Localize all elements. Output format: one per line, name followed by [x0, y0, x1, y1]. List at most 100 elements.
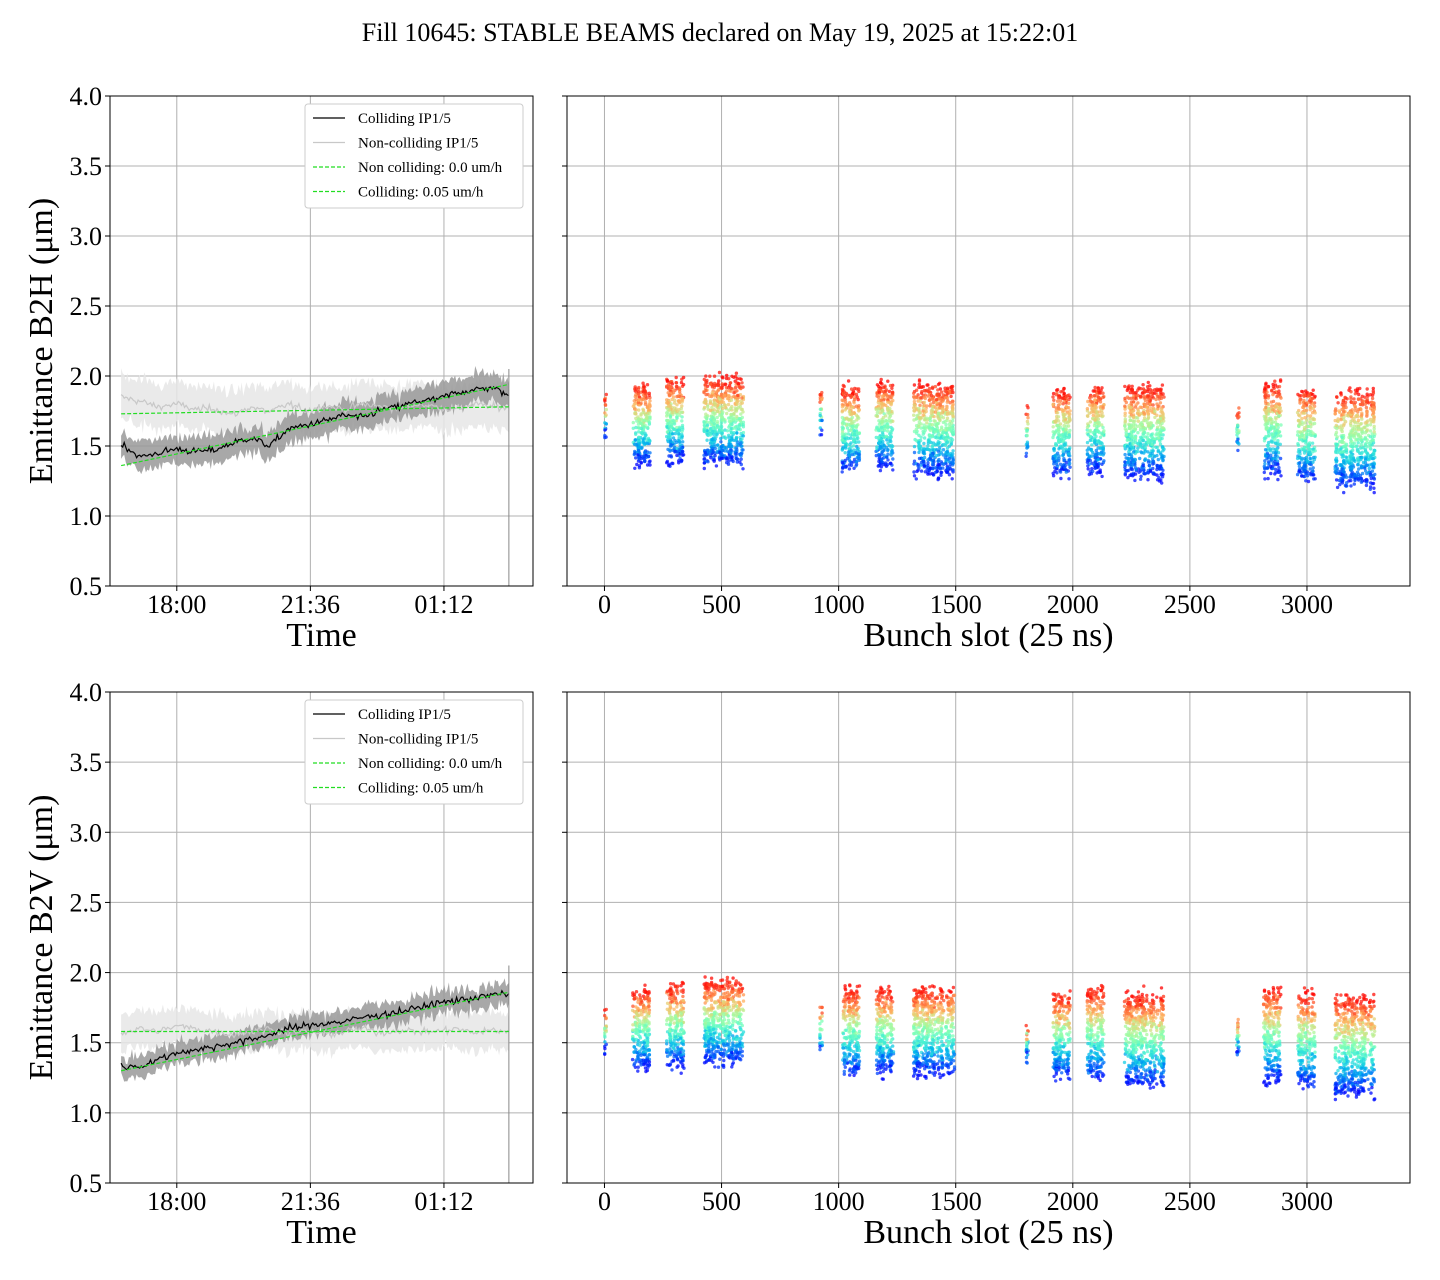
- bunch-point: [674, 384, 679, 389]
- bunch-point: [721, 418, 725, 422]
- bunch-point: [667, 989, 672, 993]
- bunch-point: [842, 422, 847, 426]
- bunch-point: [1263, 462, 1267, 466]
- y-tick-label: 0.5: [70, 572, 103, 601]
- bunch-point: [1335, 395, 1339, 399]
- bunch-point: [1148, 387, 1152, 392]
- bunch-point: [703, 415, 708, 419]
- bunch-point: [1371, 452, 1376, 456]
- bunch-point: [1126, 385, 1130, 389]
- bunch-point: [1131, 458, 1135, 462]
- bunch-point: [679, 446, 684, 450]
- bunch-point: [1350, 466, 1354, 471]
- bunch-point: [680, 410, 684, 414]
- bunch-point: [680, 432, 684, 437]
- bunch-point: [729, 426, 734, 430]
- bunch-point: [1265, 422, 1269, 426]
- bunch-point: [719, 424, 724, 429]
- bunch-point: [634, 990, 639, 994]
- bunch-point: [644, 1069, 648, 1074]
- bunch-point: [1340, 481, 1345, 485]
- bunch-point: [1093, 441, 1097, 445]
- bunch-point: [842, 390, 847, 394]
- bunch-point: [820, 418, 824, 423]
- bunch-point: [854, 440, 858, 445]
- bunch-point: [643, 442, 647, 446]
- bunch-point: [1100, 462, 1104, 466]
- bunch-point: [636, 422, 641, 426]
- bunch-point: [679, 406, 683, 411]
- bunch-point: [1130, 446, 1134, 451]
- bunch-point: [1302, 436, 1307, 440]
- bunch-point: [724, 405, 728, 410]
- bunch-point: [675, 403, 679, 407]
- bunch-point: [917, 378, 922, 382]
- bunch-point: [1055, 411, 1060, 415]
- bunch-point: [666, 421, 671, 426]
- bunch-point: [1263, 459, 1267, 463]
- bunch-point: [641, 381, 645, 385]
- bunch-point: [1058, 422, 1063, 426]
- legend-box: [304, 103, 524, 209]
- bunch-point: [854, 392, 859, 397]
- bunch-point: [1269, 453, 1273, 457]
- bunch-point: [668, 385, 672, 389]
- bunch-point: [671, 432, 675, 436]
- bunch-point: [849, 463, 854, 467]
- bunch-point: [1061, 389, 1065, 393]
- bunch-point: [1059, 476, 1063, 481]
- bunch-point: [1025, 428, 1029, 433]
- bunch-point: [852, 397, 857, 402]
- bunch-point: [1161, 392, 1165, 396]
- bunch-point: [1026, 412, 1030, 417]
- bunch-point: [1340, 467, 1344, 471]
- bunch-point: [924, 409, 928, 414]
- bunch-point: [1271, 392, 1275, 397]
- bunch-point: [1155, 463, 1159, 468]
- bunch-point: [917, 433, 921, 437]
- bunch-point: [928, 440, 932, 444]
- fit-line-non-colliding: [121, 406, 509, 415]
- bunch-point: [912, 391, 916, 395]
- bunch-point: [636, 1069, 640, 1073]
- bunch-point: [702, 377, 706, 382]
- bunch-point: [1365, 428, 1370, 432]
- bunch-point: [1088, 438, 1093, 443]
- bunch-point: [1131, 400, 1136, 404]
- bunch-point: [1124, 400, 1129, 405]
- bunch-point: [674, 440, 679, 445]
- bunch-point: [637, 426, 642, 430]
- bunch-point: [881, 439, 885, 444]
- bunch-point: [647, 997, 651, 1002]
- bunch-point: [631, 1004, 635, 1008]
- bunch-point: [672, 401, 677, 405]
- bunch-point: [647, 411, 651, 416]
- bunch-point: [669, 455, 674, 459]
- bunch-point: [665, 378, 670, 383]
- bunch-point: [604, 422, 608, 426]
- bunch-point: [634, 397, 638, 402]
- bunch-point: [644, 1049, 648, 1054]
- bunch-point: [729, 430, 734, 435]
- bunch-point: [1313, 434, 1317, 438]
- bunch-point: [1143, 446, 1148, 450]
- bunch-point: [1351, 448, 1355, 452]
- axes-frame: [109, 95, 534, 587]
- bunch-point: [634, 408, 638, 412]
- bunch-point: [847, 467, 852, 471]
- bunch-point: [886, 406, 890, 410]
- bunch-point: [1340, 439, 1344, 444]
- bunch-point: [1139, 411, 1143, 416]
- bunch-point: [1139, 394, 1143, 399]
- bunch-point: [1349, 395, 1353, 399]
- bunch-point: [818, 400, 822, 404]
- bunch-point: [1342, 422, 1346, 426]
- bunch-point: [945, 391, 949, 395]
- bunch-point: [846, 422, 851, 426]
- bunch-point: [850, 415, 854, 420]
- bunch-point: [735, 377, 739, 381]
- bunch-point: [912, 470, 916, 474]
- bunch-point: [843, 408, 847, 412]
- bunch-point: [941, 420, 946, 425]
- bunch-point: [639, 460, 643, 464]
